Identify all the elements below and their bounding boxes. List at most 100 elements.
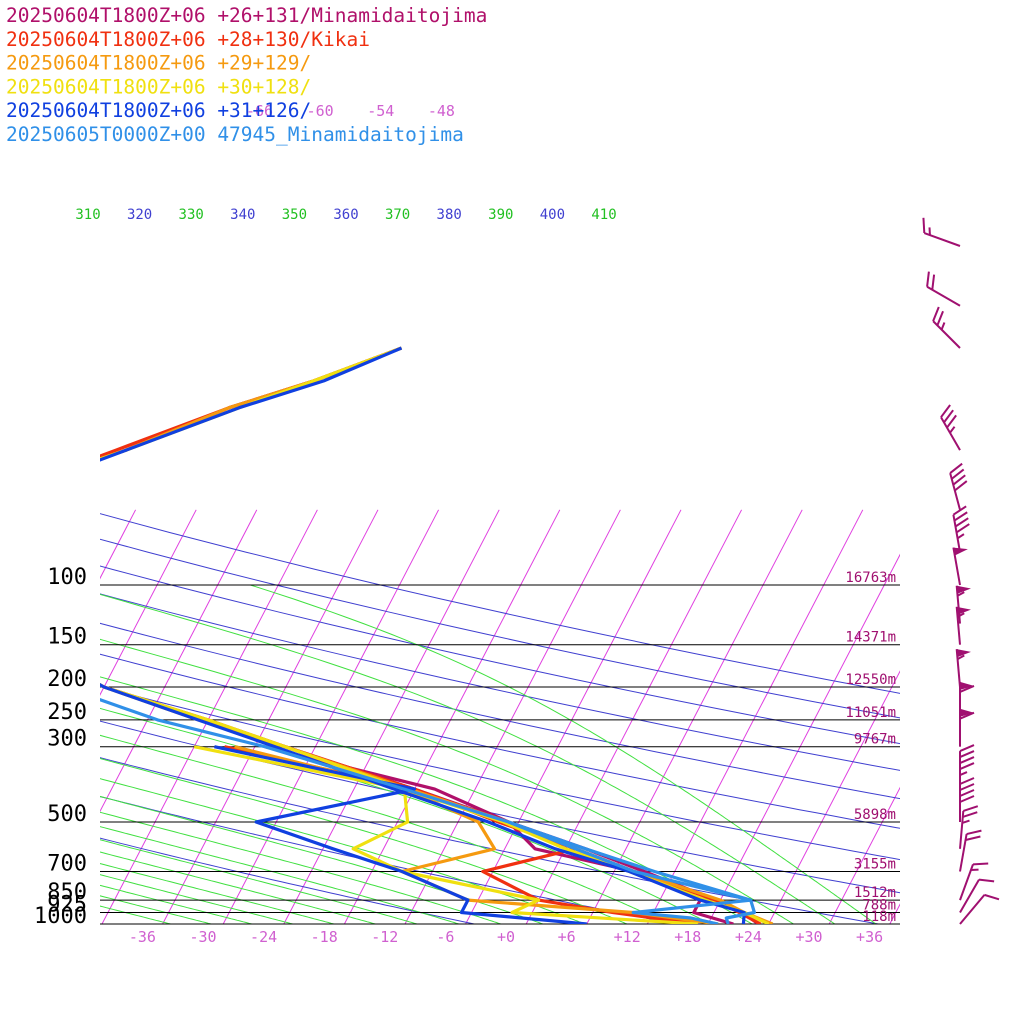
pressure-label: 100	[47, 565, 87, 590]
moist-adiabat-line	[100, 905, 173, 924]
height-label: 1512m	[854, 885, 896, 901]
isotherm-line	[525, 509, 743, 924]
wind-barb	[959, 862, 989, 901]
wind-barb	[932, 306, 961, 349]
theta-label: 340	[230, 207, 255, 223]
theta-labels: 310 320 330 340 350 360 370 380 390 400 410	[75, 207, 616, 223]
isobars: 100 16763m 150 14371m 200 12550m 250 11051m 300 9…	[34, 565, 900, 929]
isotherm-line	[283, 509, 500, 924]
isotherm-line	[828, 786, 900, 924]
height-label: 788m	[862, 898, 896, 914]
theta-label: 400	[540, 207, 565, 223]
dry-adiabat-line	[100, 622, 900, 800]
temperature-tick-label: -18	[311, 928, 338, 946]
sounding-profiles	[100, 346, 774, 924]
isotherm-line	[586, 509, 803, 924]
dry-adiabat-line	[100, 653, 900, 829]
dewpoint-profile-line	[214, 745, 587, 924]
pressure-label: 1000	[34, 904, 87, 929]
temperature-tick-label: -24	[250, 928, 277, 946]
wind-barb	[959, 708, 975, 747]
isotherm-line	[0, 510, 14, 924]
wind-barb	[959, 777, 975, 822]
moist-adiabat-line	[100, 863, 337, 924]
wind-barb	[949, 462, 968, 511]
wind-barb	[959, 893, 1000, 925]
theta-label: 350	[282, 207, 307, 223]
moist-adiabat-line	[250, 584, 877, 924]
dry-adiabat-line	[100, 720, 900, 894]
isotherm-line	[465, 509, 682, 924]
wind-barb	[926, 271, 961, 307]
pressure-label: 850	[47, 880, 87, 905]
moist-adiabat-line	[100, 884, 255, 924]
moist-adiabat-line	[100, 851, 378, 924]
wind-barb	[959, 744, 975, 790]
axis-labels: -36 -30 -24 -18 -12 -6 +0 +6 +12 +18 +24 +30 +36 -66 -…	[129, 102, 883, 946]
pressure-label: 250	[47, 700, 87, 725]
moist-adiabat-line	[100, 638, 795, 924]
isotherm-line	[768, 670, 900, 924]
height-label: 14371m	[845, 630, 896, 646]
moist-adiabat-line	[100, 826, 461, 924]
upper-temperature-label: -66	[246, 102, 273, 120]
theta-label: 320	[127, 207, 152, 223]
wind-barb	[959, 878, 995, 913]
temperature-tick-label: +18	[674, 928, 701, 946]
temperature-tick-label: -12	[371, 928, 398, 946]
theta-label: 410	[591, 207, 616, 223]
legend-entry: 20250604T1800Z+06 +31+126/	[6, 99, 311, 122]
temperature-tick-label: -6	[436, 928, 454, 946]
theta-label: 330	[179, 207, 204, 223]
height-label: 16763m	[845, 570, 896, 586]
temperature-profile-line	[100, 346, 746, 924]
isotherm-line	[1011, 510, 1024, 924]
isotherm-line	[646, 509, 864, 924]
wind-barb	[955, 585, 971, 624]
pressure-label: 500	[47, 802, 87, 827]
moist-adiabat-line	[100, 839, 419, 924]
theta-label: 310	[75, 207, 100, 223]
moist-adiabat-line	[100, 795, 545, 924]
dry-adiabat-line	[100, 565, 900, 745]
temperature-tick-label: +0	[497, 928, 515, 946]
temperature-tick-label: +6	[558, 928, 576, 946]
dry-adiabat-line	[100, 593, 900, 771]
height-label: 5898m	[854, 807, 896, 823]
moist-adiabat-line	[100, 593, 836, 924]
isotherm-line	[101, 509, 318, 924]
wind-barb	[952, 505, 970, 553]
wind-barb	[959, 829, 982, 872]
moist-adiabat-line	[100, 734, 671, 924]
dry-adiabat-line	[100, 757, 881, 924]
isotherm-line	[162, 509, 379, 924]
wind-barb	[940, 404, 961, 451]
temperature-tick-label: -30	[189, 928, 216, 946]
dewpoint-profile-line	[234, 745, 719, 924]
temperature-tick-label: +36	[856, 928, 883, 946]
wind-barbs	[922, 217, 1000, 925]
height-label: 118m	[862, 909, 896, 925]
dry-adiabat-line	[100, 796, 679, 924]
isotherm-line	[100, 509, 197, 696]
pressure-label: 150	[47, 625, 87, 650]
theta-label: 360	[333, 207, 358, 223]
temperature-profile-line	[100, 698, 757, 924]
wind-barb	[922, 217, 961, 247]
dry-adiabat-line	[100, 837, 477, 924]
legend-entry: 20250604T1800Z+06 +26+131/Minamidaitojim…	[6, 4, 487, 27]
theta-label: 390	[488, 207, 513, 223]
wind-barb	[952, 547, 968, 586]
height-label: 11051m	[845, 705, 896, 721]
pressure-label: 925	[47, 893, 87, 918]
temperature-tick-label: +30	[795, 928, 822, 946]
dry-adiabat-line	[100, 538, 900, 719]
wind-barb	[955, 606, 971, 645]
height-label: 9767m	[854, 732, 896, 748]
pressure-label: 200	[47, 667, 87, 692]
pressure-label: 300	[47, 727, 87, 752]
temperature-tick-label: +24	[735, 928, 762, 946]
legend-entry: 20250604T1800Z+06 +30+128/	[6, 75, 311, 98]
wind-barb	[959, 805, 979, 849]
